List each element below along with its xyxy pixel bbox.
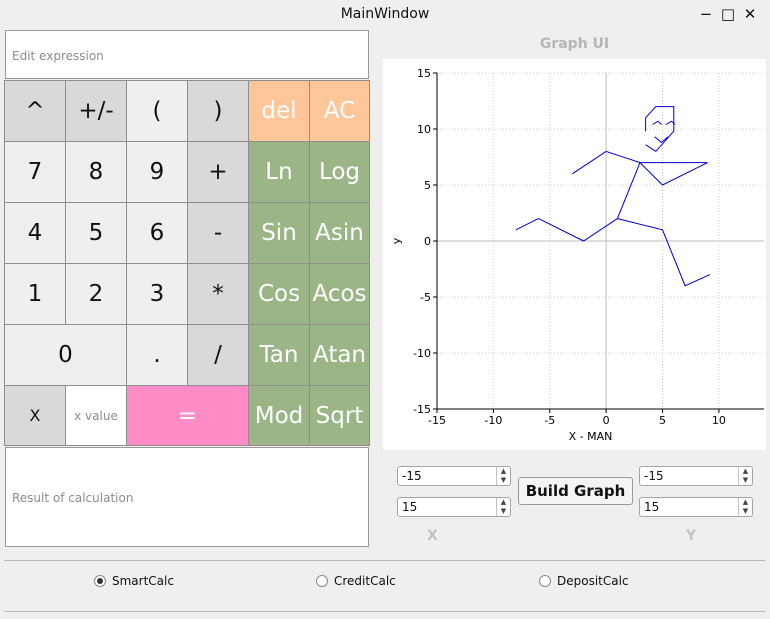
x-variable-button[interactable]: X <box>4 385 66 446</box>
divide-button[interactable]: / <box>187 324 249 386</box>
sin-button[interactable]: Sin <box>248 202 310 264</box>
radio-unchecked-icon[interactable] <box>316 575 328 587</box>
x-min-spinbox[interactable]: -15 ▲ ▼ <box>397 466 511 486</box>
x-value-input[interactable]: x value <box>65 385 127 446</box>
y-tick-label: -10 <box>413 347 431 360</box>
mode-selector: SmartCalc CreditCalc DepositCalc <box>4 561 765 611</box>
graph-plot: -15 -10 -5 0 5 10 -15 -10 -5 0 5 10 15 X - MAN y <box>390 67 764 443</box>
mode-smartcalc-radio[interactable]: SmartCalc <box>94 574 174 588</box>
close-paren-button[interactable]: ) <box>187 80 249 142</box>
minimize-icon[interactable]: − <box>699 5 713 23</box>
build-graph-button[interactable]: Build Graph <box>518 477 633 505</box>
plus-button[interactable]: + <box>187 141 249 203</box>
mode-label: CreditCalc <box>334 574 396 588</box>
result-output: Result of calculation <box>5 447 369 547</box>
expression-input[interactable]: Edit expression <box>5 30 369 79</box>
y-max-value: 15 <box>644 500 660 514</box>
digit-0-button[interactable]: 0 <box>4 324 127 386</box>
del-button[interactable]: del <box>248 80 310 142</box>
x-max-spinbox[interactable]: 15 ▲ ▼ <box>397 497 511 517</box>
digit-5-button[interactable]: 5 <box>65 202 127 264</box>
spin-arrows-icon[interactable]: ▲ ▼ <box>496 498 510 516</box>
asin-button[interactable]: Asin <box>309 202 370 264</box>
x-range-caption: X <box>427 528 438 544</box>
series-line-0 <box>515 218 711 287</box>
radio-checked-icon[interactable] <box>94 575 106 587</box>
mod-button[interactable]: Mod <box>248 385 310 446</box>
power-button[interactable]: ^ <box>4 80 66 142</box>
x-tick-label: -15 <box>428 414 446 427</box>
graph-title: Graph UI <box>539 36 610 52</box>
digit-4-button[interactable]: 4 <box>4 202 66 264</box>
series-line-5 <box>665 120 676 125</box>
cos-button[interactable]: Cos <box>248 263 310 325</box>
series-line-6 <box>654 136 669 144</box>
keypad: ^ +/- ( ) del AC 7 8 9 + Ln Log 4 5 6 - … <box>4 80 370 446</box>
mode-creditcalc-radio[interactable]: CreditCalc <box>316 574 396 588</box>
ac-button[interactable]: AC <box>309 80 370 142</box>
y-tick-label: 0 <box>424 235 431 248</box>
minus-button[interactable]: - <box>187 202 249 264</box>
ln-button[interactable]: Ln <box>248 141 310 203</box>
digit-7-button[interactable]: 7 <box>4 141 66 203</box>
window-title: MainWindow <box>340 6 430 22</box>
acos-button[interactable]: Acos <box>309 263 370 325</box>
multiply-button[interactable]: * <box>187 263 249 325</box>
y-tick-label: -5 <box>420 291 431 304</box>
title-bar: MainWindow − □ ✕ <box>0 0 770 29</box>
digit-8-button[interactable]: 8 <box>65 141 127 203</box>
digit-1-button[interactable]: 1 <box>4 263 66 325</box>
y-range-caption: Y <box>686 528 697 544</box>
tan-button[interactable]: Tan <box>248 324 310 386</box>
series-line-1 <box>572 150 708 175</box>
spin-arrows-icon[interactable]: ▲ ▼ <box>738 467 752 485</box>
y-tick-label: 15 <box>417 67 431 80</box>
digit-3-button[interactable]: 3 <box>126 263 188 325</box>
digit-2-button[interactable]: 2 <box>65 263 127 325</box>
series-line-2 <box>616 161 708 219</box>
open-paren-button[interactable]: ( <box>126 80 188 142</box>
divider <box>4 611 765 612</box>
log-button[interactable]: Log <box>309 141 370 203</box>
equals-button[interactable]: = <box>126 385 249 446</box>
digit-6-button[interactable]: 6 <box>126 202 188 264</box>
y-min-value: -15 <box>644 469 664 483</box>
mode-label: SmartCalc <box>112 574 174 588</box>
x-tick-label: 10 <box>712 414 726 427</box>
sqrt-button[interactable]: Sqrt <box>309 385 370 446</box>
atan-button[interactable]: Atan <box>309 324 370 386</box>
x-tick-label: -5 <box>544 414 555 427</box>
y-tick-label: -15 <box>413 403 431 416</box>
x-max-value: 15 <box>402 500 418 514</box>
mode-label: DepositCalc <box>557 574 629 588</box>
x-min-value: -15 <box>402 469 422 483</box>
dot-button[interactable]: . <box>126 324 188 386</box>
x-axis-label: X - MAN <box>569 430 613 443</box>
y-min-spinbox[interactable]: -15 ▲ ▼ <box>639 466 753 486</box>
maximize-icon[interactable]: □ <box>720 5 736 23</box>
x-tick-label: -10 <box>484 414 502 427</box>
spin-arrows-icon[interactable]: ▲ ▼ <box>496 467 510 485</box>
mode-depositcalc-radio[interactable]: DepositCalc <box>539 574 629 588</box>
y-tick-label: 10 <box>417 123 431 136</box>
x-tick-label: 0 <box>603 414 610 427</box>
series-line-4 <box>652 120 662 125</box>
x-tick-label: 5 <box>659 414 666 427</box>
negate-button[interactable]: +/- <box>65 80 127 142</box>
y-max-spinbox[interactable]: 15 ▲ ▼ <box>639 497 753 517</box>
spin-arrows-icon[interactable]: ▲ ▼ <box>738 498 752 516</box>
series-line-3 <box>645 106 675 153</box>
plot-area: -15 -10 -5 0 5 10 -15 -10 -5 0 5 10 15 X - MAN y <box>383 59 766 450</box>
divider <box>4 560 765 561</box>
radio-unchecked-icon[interactable] <box>539 575 551 587</box>
y-axis-label: y <box>390 237 403 244</box>
digit-9-button[interactable]: 9 <box>126 141 188 203</box>
y-tick-label: 5 <box>424 179 431 192</box>
close-icon[interactable]: ✕ <box>743 5 757 23</box>
